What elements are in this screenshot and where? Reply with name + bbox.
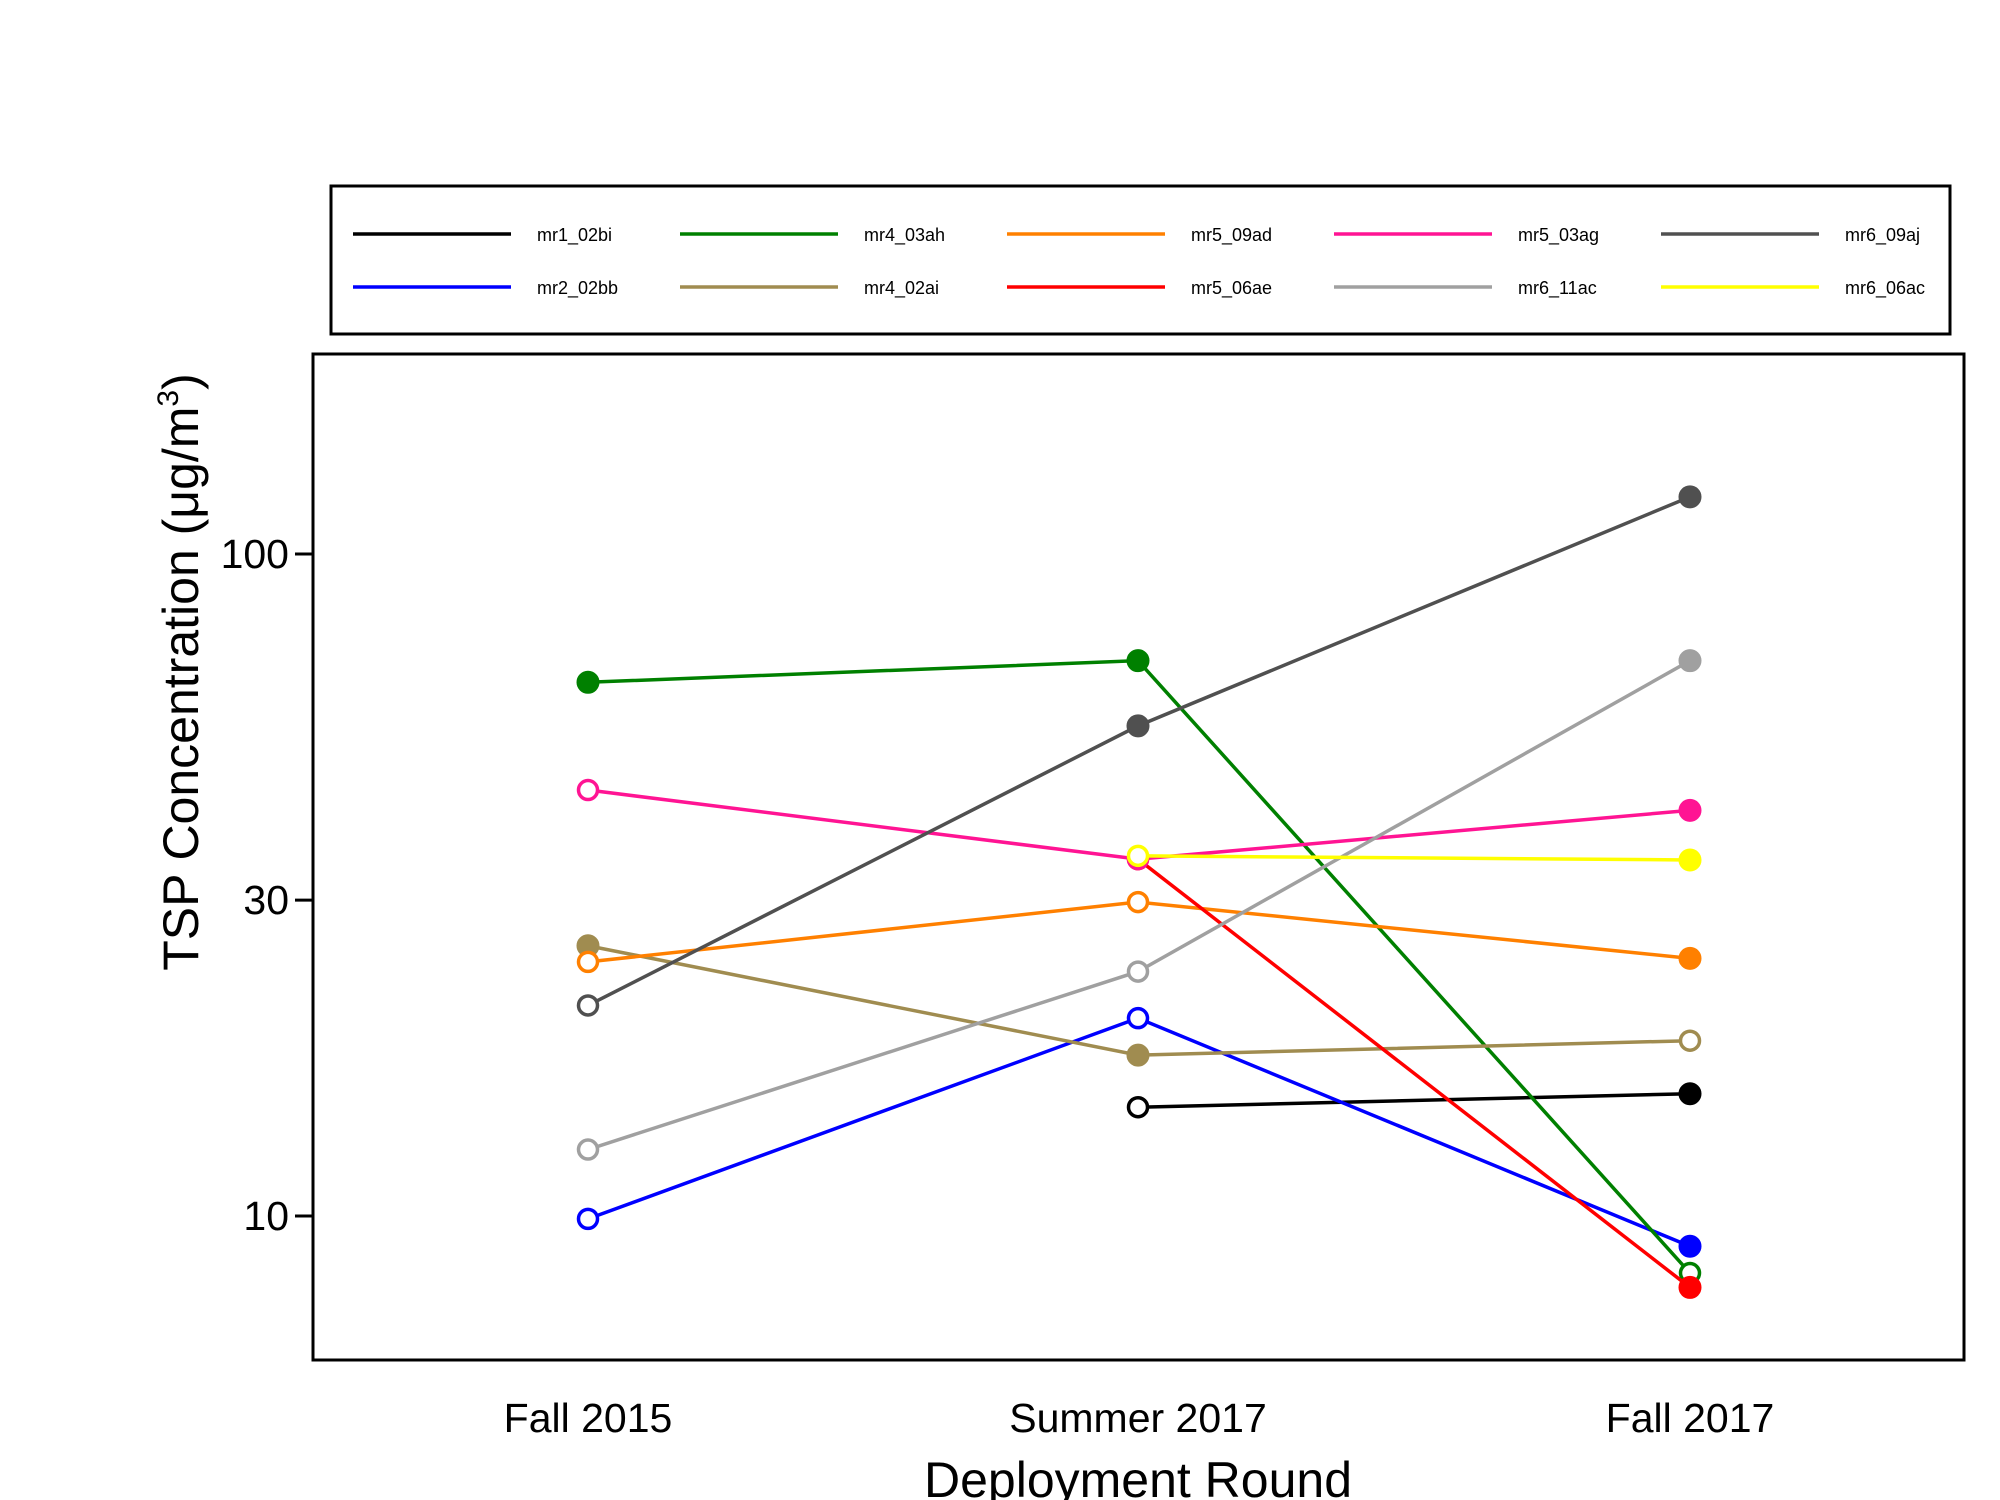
series-mr6_06ac: [1126, 844, 1702, 872]
data-point: [1126, 960, 1150, 983]
data-point: [1678, 1275, 1702, 1299]
y-tick-label: 10: [243, 1193, 289, 1239]
y-tick-label: 100: [221, 531, 289, 577]
y-axis-title-main: TSP Concentration (μg/m: [153, 407, 209, 971]
legend-label: mr4_02ai: [864, 278, 939, 299]
series-mr5_09ad: [576, 890, 1702, 974]
data-point: [1126, 714, 1150, 738]
y-tick-label: 30: [243, 877, 289, 923]
legend-item-mr4_03ah: mr4_03ah: [680, 225, 945, 246]
legend-label: mr5_03ag: [1518, 225, 1599, 246]
data-point: [1126, 1043, 1150, 1067]
data-point: [576, 950, 600, 974]
legend-item-mr6_09aj: mr6_09aj: [1661, 225, 1920, 246]
data-point: [1678, 798, 1702, 822]
legend-item-mr6_11ac: mr6_11ac: [1334, 278, 1597, 299]
series-mr6_11ac: [576, 649, 1702, 1161]
data-point: [1126, 649, 1150, 673]
legend-item-mr5_09ad: mr5_09ad: [1007, 225, 1272, 246]
series-mr6_09aj: [576, 485, 1702, 1017]
series-line: [1136, 857, 1692, 1289]
series-mr1_02bi: [1126, 1082, 1702, 1119]
legend-box: [329, 184, 1952, 336]
series-mr2_02bb: [576, 1006, 1702, 1258]
x-tick-label: Summer 2017: [1009, 1395, 1267, 1441]
legend-item-mr5_06ae: mr5_06ae: [1007, 278, 1272, 299]
data-point: [576, 778, 600, 802]
series-mr4_02ai: [576, 934, 1702, 1067]
legend-item-mr4_02ai: mr4_02ai: [680, 278, 939, 299]
data-point: [1678, 649, 1702, 673]
axes-layer: 10 30 100 Fall 2015 Summer 2017 Fall 2017: [221, 531, 1775, 1441]
y-axis-title: TSP Concentration (μg/m3): [152, 373, 209, 971]
data-point: [1678, 946, 1702, 970]
legend-item-mr1_02bi: mr1_02bi: [353, 225, 612, 246]
data-point: [576, 1207, 600, 1231]
data-point: [1126, 1006, 1150, 1030]
legend-item-mr5_03ag: mr5_03ag: [1334, 225, 1599, 246]
data-point: [1678, 1234, 1702, 1258]
legend-label: mr6_09aj: [1845, 225, 1920, 246]
data-point: [576, 1138, 600, 1161]
legend-label: mr6_06ac: [1845, 278, 1925, 299]
data-point: [576, 994, 600, 1017]
data-point: [1678, 1082, 1702, 1106]
data-point: [1126, 890, 1150, 914]
y-axis-title-close: ): [153, 373, 209, 390]
series-line: [1137, 854, 1691, 862]
data-point: [1126, 844, 1150, 868]
legend: mr1_02bi mr2_02bb mr4_03ah mr4_02ai mr5_09ad…: [329, 184, 1952, 336]
series-layer: [576, 485, 1702, 1299]
x-tick-label: Fall 2017: [1606, 1395, 1775, 1441]
data-point: [1678, 848, 1702, 872]
legend-label: mr1_02bi: [537, 225, 612, 246]
series-line: [1137, 1091, 1691, 1109]
legend-label: mr2_02bb: [537, 278, 618, 299]
legend-label: mr5_06ae: [1191, 278, 1272, 299]
x-tick-label: Fall 2015: [504, 1395, 673, 1441]
y-axis-title-superscript: 3: [152, 390, 185, 407]
legend-label: mr4_03ah: [864, 225, 945, 246]
legend-label: mr6_11ac: [1518, 278, 1597, 299]
legend-item-mr2_02bb: mr2_02bb: [353, 278, 618, 299]
data-point: [1678, 1029, 1702, 1052]
data-point: [1126, 1095, 1150, 1119]
x-axis-title: Deployment Round: [924, 1452, 1352, 1500]
data-point: [1678, 485, 1702, 509]
data-point: [576, 670, 600, 694]
legend-label: mr5_09ad: [1191, 225, 1272, 246]
legend-item-mr6_06ac: mr6_06ac: [1661, 278, 1925, 299]
